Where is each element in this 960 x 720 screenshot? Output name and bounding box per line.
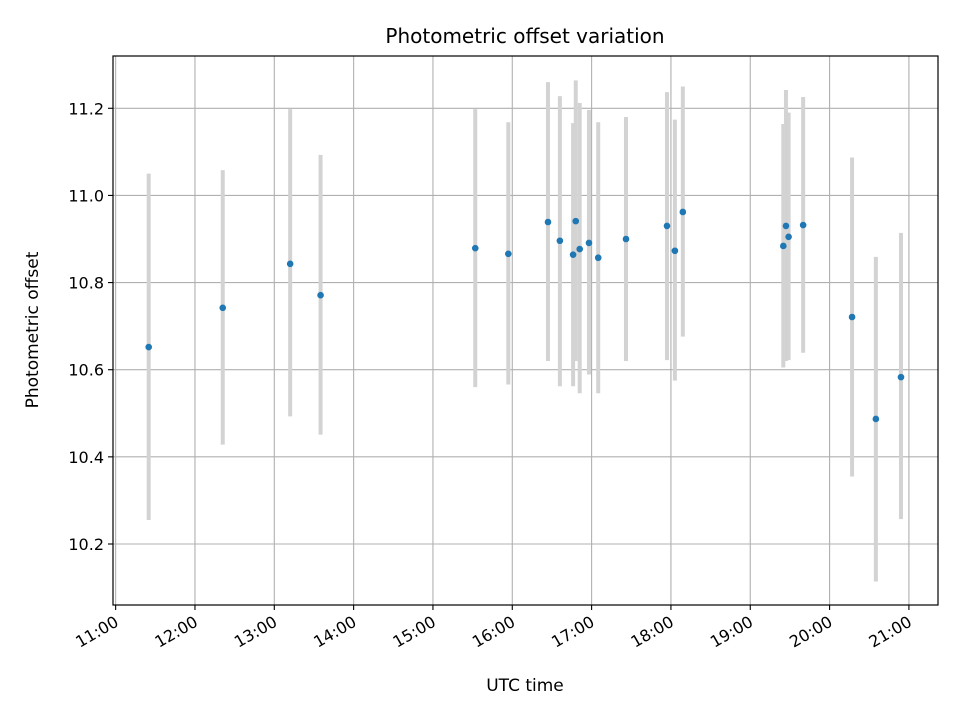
data-point bbox=[544, 218, 552, 226]
data-point bbox=[145, 343, 152, 351]
data-point bbox=[782, 222, 790, 230]
data-points bbox=[145, 208, 905, 423]
grid-lines bbox=[113, 56, 938, 605]
plot-frame bbox=[112, 55, 939, 606]
data-point bbox=[622, 235, 630, 243]
data-point bbox=[663, 222, 671, 230]
data-point bbox=[585, 239, 593, 247]
data-point bbox=[785, 233, 792, 241]
data-point bbox=[848, 313, 856, 321]
data-point bbox=[671, 247, 679, 255]
data-point bbox=[799, 221, 807, 229]
y-tick-label: 10.8 bbox=[68, 274, 104, 293]
data-point bbox=[679, 208, 687, 216]
data-point bbox=[219, 304, 227, 312]
data-point bbox=[471, 244, 479, 252]
x-axis-title: UTC time bbox=[486, 676, 564, 696]
data-point bbox=[572, 217, 580, 225]
data-point bbox=[286, 260, 294, 268]
y-tick-label: 11.2 bbox=[68, 99, 104, 118]
y-axis-title: Photometric offset bbox=[23, 251, 43, 408]
data-point bbox=[576, 245, 584, 253]
data-point bbox=[897, 373, 905, 381]
data-point bbox=[872, 415, 880, 423]
y-axis-ticks: 10.2 10.4 10.6 10.8 11.0 11.2 bbox=[68, 99, 113, 554]
data-point bbox=[780, 242, 787, 250]
y-tick-label: 10.2 bbox=[68, 535, 104, 554]
y-tick-label: 10.4 bbox=[68, 448, 104, 467]
data-point bbox=[594, 254, 602, 262]
data-point bbox=[505, 250, 512, 258]
y-tick-label: 10.6 bbox=[68, 361, 104, 380]
data-point bbox=[569, 251, 577, 258]
chart-title: Photometric offset variation bbox=[385, 24, 664, 48]
y-tick-label: 11.0 bbox=[68, 186, 104, 205]
data-point bbox=[556, 237, 564, 245]
data-point bbox=[317, 291, 324, 299]
